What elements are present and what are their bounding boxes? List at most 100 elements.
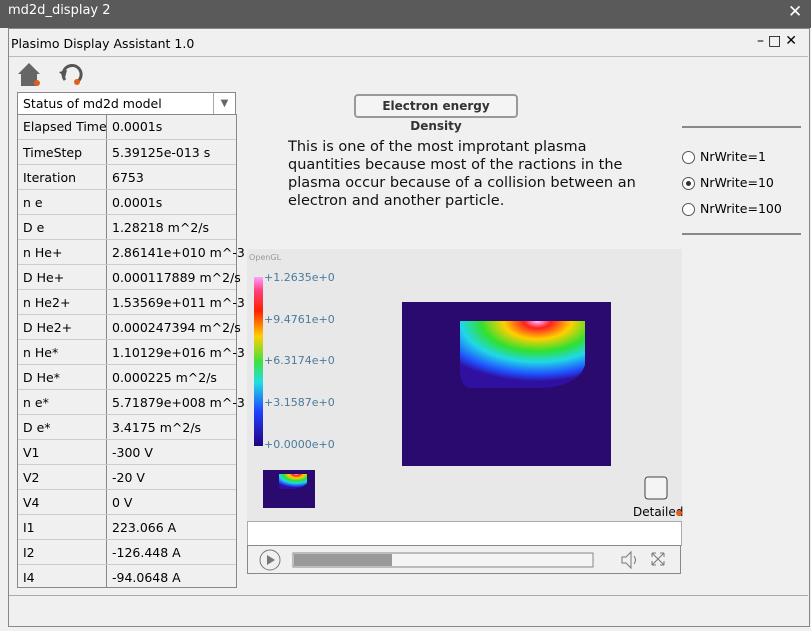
row-value: 5.71879e+008 m^-3 [112, 395, 245, 410]
row-label: V2 [23, 470, 40, 485]
row-label: Elapsed Time [23, 119, 107, 134]
row-label: V4 [23, 495, 40, 510]
toolbar [18, 63, 83, 86]
undo-button[interactable] [59, 64, 83, 85]
window-controls[interactable]: –□✕ [757, 33, 801, 49]
column-divider [106, 114, 107, 587]
row-value: 3.4175 m^2/s [112, 420, 202, 435]
table-row: V1 -300 V [18, 439, 236, 465]
row-label: D He+ [23, 270, 65, 285]
row-value: 0.000247394 m^2/s [112, 320, 241, 335]
table-row: n He* 1.10129e+016 m^-3 [18, 339, 245, 365]
table-row: n e* 5.71879e+008 m^-3 [18, 389, 245, 415]
field-image [460, 321, 585, 388]
colorbar-tick-label: +9.4761e+0 [264, 312, 335, 326]
row-label: n e* [23, 395, 49, 410]
row-label: n He+ [23, 245, 63, 260]
description-line: electron and another particle. [288, 193, 505, 209]
window-titlebar: md2d_display 2 ✕ [0, 0, 811, 28]
viewer-graphics [254, 277, 668, 508]
progress-fill [294, 554, 392, 566]
row-label: n He2+ [23, 295, 71, 310]
thumbnail-image [279, 474, 307, 489]
row-label: I1 [23, 520, 35, 535]
row-label: I2 [23, 545, 35, 560]
play-button[interactable] [259, 549, 281, 571]
row-value: -300 V [112, 445, 153, 460]
radio-label: NrWrite=10 [700, 175, 774, 190]
status-bar [9, 595, 808, 618]
radio-circle[interactable] [682, 203, 695, 216]
table-row: n e 0.0001s [18, 189, 236, 215]
row-label: TimeStep [23, 145, 83, 160]
volume-button[interactable] [621, 550, 636, 570]
row-value: 1.10129e+016 m^-3 [112, 345, 245, 360]
radio-circle[interactable] [682, 151, 695, 164]
row-value: 6753 [112, 170, 144, 185]
row-value: 0.000225 m^2/s [112, 370, 217, 385]
status-dropdown[interactable]: Status of md2d model ▼ [17, 92, 236, 115]
radio-label: NrWrite=100 [700, 201, 782, 216]
colorbar-tick-label: +0.0000e+0 [264, 437, 335, 451]
table-row: n He2+ 1.53569e+011 m^-3 [18, 289, 245, 315]
resize-handle [676, 510, 682, 516]
row-label: D He* [23, 370, 60, 385]
media-caption [247, 521, 682, 546]
row-label: D e [23, 220, 45, 235]
colorbar [254, 277, 263, 446]
row-label: I4 [23, 570, 35, 585]
viewer-label: OpenGL [249, 253, 282, 262]
row-label: D e* [23, 420, 51, 435]
row-label: n He* [23, 345, 59, 360]
close-button[interactable]: ✕ [788, 2, 803, 22]
table-row: D He2+ 0.000247394 m^2/s [18, 314, 241, 340]
dropdown-arrow: ▼ [213, 93, 235, 114]
colorbar-tick-label: +6.3174e+0 [264, 354, 335, 368]
window-title: md2d_display 2 [8, 3, 111, 18]
description-line: quantities because most of the ractions … [288, 157, 623, 173]
table-row: I1 223.066 A [18, 514, 236, 540]
app-title: Plasimo Display Assistant 1.0 [11, 36, 195, 51]
row-value: 0.0001s [112, 195, 163, 210]
detailed-checkbox[interactable] [644, 476, 668, 500]
table-row: D He* 0.000225 m^2/s [18, 364, 236, 390]
separator [682, 233, 801, 235]
home-button[interactable] [18, 63, 40, 86]
row-value: 2.86141e+010 m^-3 [112, 245, 245, 260]
row-label: n e [23, 195, 43, 210]
table-row: Elapsed Time 0.0001s [18, 114, 236, 139]
row-value: -20 V [112, 470, 145, 485]
radio-circle[interactable] [682, 177, 695, 190]
media-controls [247, 545, 681, 574]
dropdown-label: Status of md2d model [23, 96, 162, 111]
row-label: Iteration [23, 170, 77, 185]
row-value: 0 V [112, 495, 133, 510]
table-row: I2 -126.448 A [18, 539, 236, 565]
row-value: 1.28218 m^2/s [112, 220, 209, 235]
row-value: 0.0001s [112, 119, 163, 134]
radio-label: NrWrite=1 [700, 149, 766, 164]
fullscreen-button[interactable] [651, 552, 665, 566]
row-value: -94.0648 A [112, 570, 181, 585]
table-row: D e* 3.4175 m^2/s [18, 414, 236, 440]
colorbar-tick-label: +1.2635e+0 [264, 271, 335, 284]
table-row: n He+ 2.86141e+010 m^-3 [18, 239, 245, 265]
table-row: Iteration 6753 [18, 164, 236, 190]
status-table: Elapsed Time 0.0001s TimeStep 5.39125e-013 … [17, 114, 245, 588]
description: This is one of the most improtant plasma… [288, 138, 636, 210]
table-row: D He+ 0.000117889 m^2/s [18, 264, 241, 290]
table-row: D e 1.28218 m^2/s [18, 214, 236, 240]
plot-button[interactable]: Electron energy Density [354, 94, 518, 133]
table-row: TimeStep 5.39125e-013 s [18, 139, 236, 165]
row-label: V1 [23, 445, 40, 460]
row-value: 5.39125e-013 s [112, 145, 211, 160]
checkbox-label: Detailed [633, 505, 684, 519]
separator [9, 56, 808, 57]
table-row: V4 0 V [18, 489, 236, 515]
row-label: D He2+ [23, 320, 73, 335]
row-value: 223.066 A [112, 520, 177, 535]
colorbar-tick-label: +3.1587e+0 [264, 396, 335, 410]
description-line: plasma occur because of a collision betw… [288, 175, 636, 191]
row-value: 0.000117889 m^2/s [112, 270, 241, 285]
